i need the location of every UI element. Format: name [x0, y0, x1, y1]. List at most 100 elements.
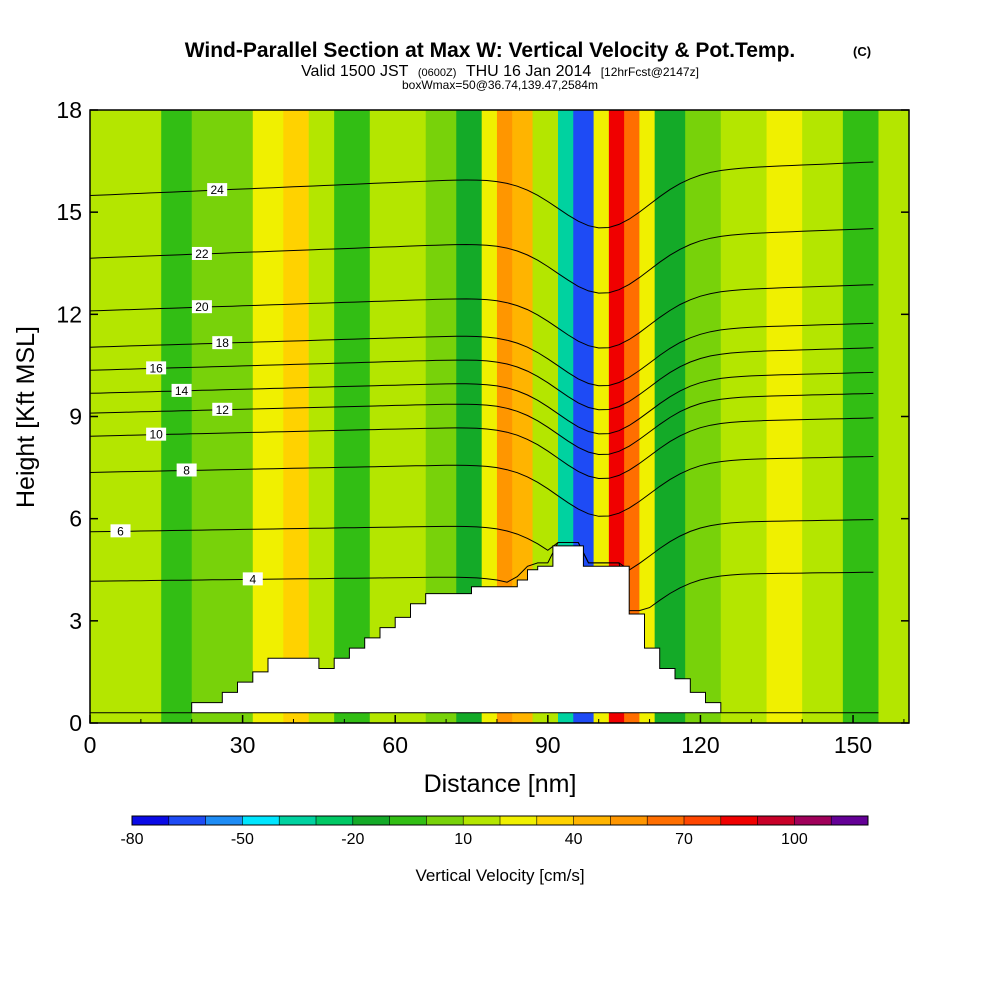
x-tick-label-0: 0	[84, 732, 97, 758]
theta-contour-20	[90, 284, 874, 349]
x-tick-label-120: 120	[681, 732, 719, 758]
y-tick-label-12: 12	[56, 301, 82, 327]
contour-label-text: 22	[195, 247, 209, 261]
valid-time-line: Valid 1500 JST (0600Z) THU 16 Jan 2014 […	[301, 63, 699, 80]
colorbar-swatch-6	[352, 816, 390, 825]
colorbar-swatch-4	[279, 816, 317, 825]
colorbar-swatch-15	[684, 816, 722, 825]
colorbar-swatch-17	[757, 816, 795, 825]
velocity-band-10	[481, 110, 498, 723]
contour-label-box	[191, 300, 212, 314]
velocity-band-21	[685, 110, 722, 723]
colorbar-swatch-2	[205, 816, 243, 825]
contour-label-box	[212, 336, 233, 350]
contour-label-8: 8	[176, 463, 197, 477]
colorbar-swatch-16	[720, 816, 758, 825]
colorbar-swatch-11	[536, 816, 574, 825]
colorbar-swatch-14	[647, 816, 685, 825]
contour-label-6: 6	[110, 524, 131, 538]
contour-label-box	[212, 402, 233, 416]
theta-contour-10	[90, 417, 874, 480]
x-tick-label-90: 90	[535, 732, 561, 758]
y-tick-label-9: 9	[69, 404, 82, 430]
colorbar-tick--50: -50	[231, 831, 254, 848]
velocity-band-5	[308, 110, 335, 723]
contour-label-text: 20	[195, 300, 209, 314]
contour-label-text: 4	[249, 572, 256, 586]
colorbar-swatch-18	[794, 816, 832, 825]
velocity-band-2	[191, 110, 254, 723]
valid-date: THU 16 Jan 2014	[466, 63, 592, 80]
colorbar-label: Vertical Velocity [cm/s]	[415, 866, 584, 885]
contour-label-box	[146, 361, 167, 375]
y-tick-label-0: 0	[69, 710, 82, 736]
colorbar-tick--20: -20	[341, 831, 364, 848]
colorbar-swatch-8	[426, 816, 464, 825]
y-axis: 0 3 6 9 12 15 18	[56, 97, 909, 736]
velocity-field	[90, 110, 909, 723]
contour-label-text: 24	[210, 183, 224, 197]
theta-contour-4	[90, 542, 874, 612]
contour-label-24: 24	[207, 183, 228, 197]
contour-label-box	[146, 427, 167, 441]
contour-label-12: 12	[212, 402, 233, 417]
contour-label-text: 10	[149, 428, 163, 442]
colorbar: -80 -50 -20 10 40 70 100	[120, 815, 869, 848]
chart-title: Wind-Parallel Section at Max W: Vertical…	[185, 39, 796, 62]
terrain-profile	[90, 545, 879, 714]
contour-label-text: 16	[149, 361, 163, 375]
colorbar-tick-70: 70	[675, 831, 693, 848]
y-tick-label-15: 15	[56, 199, 82, 225]
terrain-mountain	[90, 545, 879, 714]
x-tick-label-30: 30	[230, 732, 256, 758]
valid-utc: (0600Z)	[418, 67, 457, 79]
x-tick-label-60: 60	[382, 732, 408, 758]
y-tick-label-6: 6	[69, 506, 82, 532]
x-tick-label-150: 150	[834, 732, 872, 758]
contour-label-text: 18	[216, 336, 230, 350]
colorbar-swatch-7	[389, 816, 427, 825]
colorbar-swatch-19	[831, 816, 869, 825]
contour-label-14: 14	[171, 383, 192, 398]
velocity-band-25	[842, 110, 879, 723]
contour-label-16: 16	[146, 361, 167, 375]
copyright-mark: (C)	[853, 44, 871, 59]
velocity-band-1	[161, 110, 193, 723]
theta-contour-14	[90, 371, 874, 435]
contour-label-22: 22	[191, 246, 212, 261]
colorbar-tick-100: 100	[781, 831, 808, 848]
x-axis-label: Distance [nm]	[424, 770, 577, 798]
contour-label-text: 12	[216, 403, 230, 417]
contour-label-box	[191, 246, 212, 260]
theta-contour-16	[90, 347, 874, 411]
velocity-band-4	[283, 110, 310, 723]
colorbar-swatch-5	[316, 816, 354, 825]
colorbar-swatch-10	[500, 816, 538, 825]
contour-label-10: 10	[146, 427, 167, 442]
colorbar-swatch-12	[573, 816, 611, 825]
colorbar-swatch-3	[242, 816, 280, 825]
colorbar-swatch-1	[168, 816, 206, 825]
velocity-band-3	[252, 110, 284, 723]
velocity-band-22	[720, 110, 768, 723]
contour-label-text: 14	[175, 384, 189, 398]
theta-contour-6	[90, 519, 874, 571]
velocity-band-11	[496, 110, 513, 723]
colorbar-tick--80: -80	[120, 831, 143, 848]
velocity-band-23	[766, 110, 803, 723]
contour-label-text: 6	[117, 524, 124, 538]
box-info: boxWmax=50@36.74,139.47,2584m	[402, 78, 598, 92]
colorbar-swatch-13	[610, 816, 648, 825]
y-tick-label-3: 3	[69, 608, 82, 634]
colorbar-tick-40: 40	[565, 831, 583, 848]
colorbar-tick-10: 10	[454, 831, 472, 848]
contour-label-box	[110, 524, 131, 538]
velocity-band-6	[334, 110, 371, 723]
theta-contour-22	[90, 228, 874, 294]
x-axis: 0 30 60 90 120 150	[84, 715, 905, 758]
contour-label-box	[171, 383, 192, 397]
colorbar-swatch-0	[132, 816, 170, 825]
velocity-band-24	[802, 110, 844, 723]
